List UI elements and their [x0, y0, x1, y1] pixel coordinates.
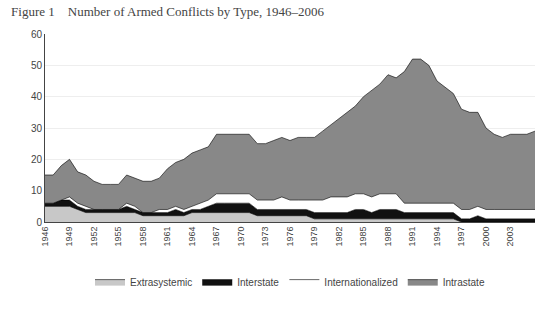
svg-text:1976: 1976 — [285, 227, 295, 247]
svg-text:40: 40 — [31, 91, 43, 102]
svg-text:1961: 1961 — [162, 227, 172, 247]
svg-text:1958: 1958 — [138, 227, 148, 247]
svg-text:1973: 1973 — [260, 227, 270, 247]
svg-text:1952: 1952 — [89, 227, 99, 247]
svg-text:20: 20 — [31, 154, 43, 165]
svg-text:Figure 1 Number of Armed Co: Figure 1 Number of Armed Conflicts by Ty… — [11, 4, 324, 19]
svg-text:1988: 1988 — [383, 227, 393, 247]
svg-text:1985: 1985 — [358, 227, 368, 247]
svg-text:1979: 1979 — [309, 227, 319, 247]
svg-text:1967: 1967 — [211, 227, 221, 247]
svg-text:10: 10 — [31, 185, 43, 196]
svg-text:1991: 1991 — [407, 227, 417, 247]
svg-text:Intrastate: Intrastate — [443, 277, 485, 288]
svg-text:60: 60 — [31, 29, 43, 40]
svg-text:2003: 2003 — [505, 227, 515, 247]
svg-text:1964: 1964 — [187, 227, 197, 247]
svg-text:1949: 1949 — [64, 227, 74, 247]
svg-text:1982: 1982 — [334, 227, 344, 247]
svg-text:1955: 1955 — [113, 227, 123, 247]
svg-text:Extrasystemic: Extrasystemic — [130, 277, 192, 288]
svg-text:0: 0 — [36, 217, 42, 228]
svg-text:1946: 1946 — [40, 227, 50, 247]
svg-text:1970: 1970 — [236, 227, 246, 247]
svg-text:Interstate: Interstate — [237, 277, 279, 288]
svg-text:2000: 2000 — [481, 227, 491, 247]
svg-text:30: 30 — [31, 123, 43, 134]
svg-text:1994: 1994 — [432, 227, 442, 247]
svg-text:Internationalized: Internationalized — [324, 277, 397, 288]
svg-text:50: 50 — [31, 60, 43, 71]
svg-text:1997: 1997 — [456, 227, 466, 247]
